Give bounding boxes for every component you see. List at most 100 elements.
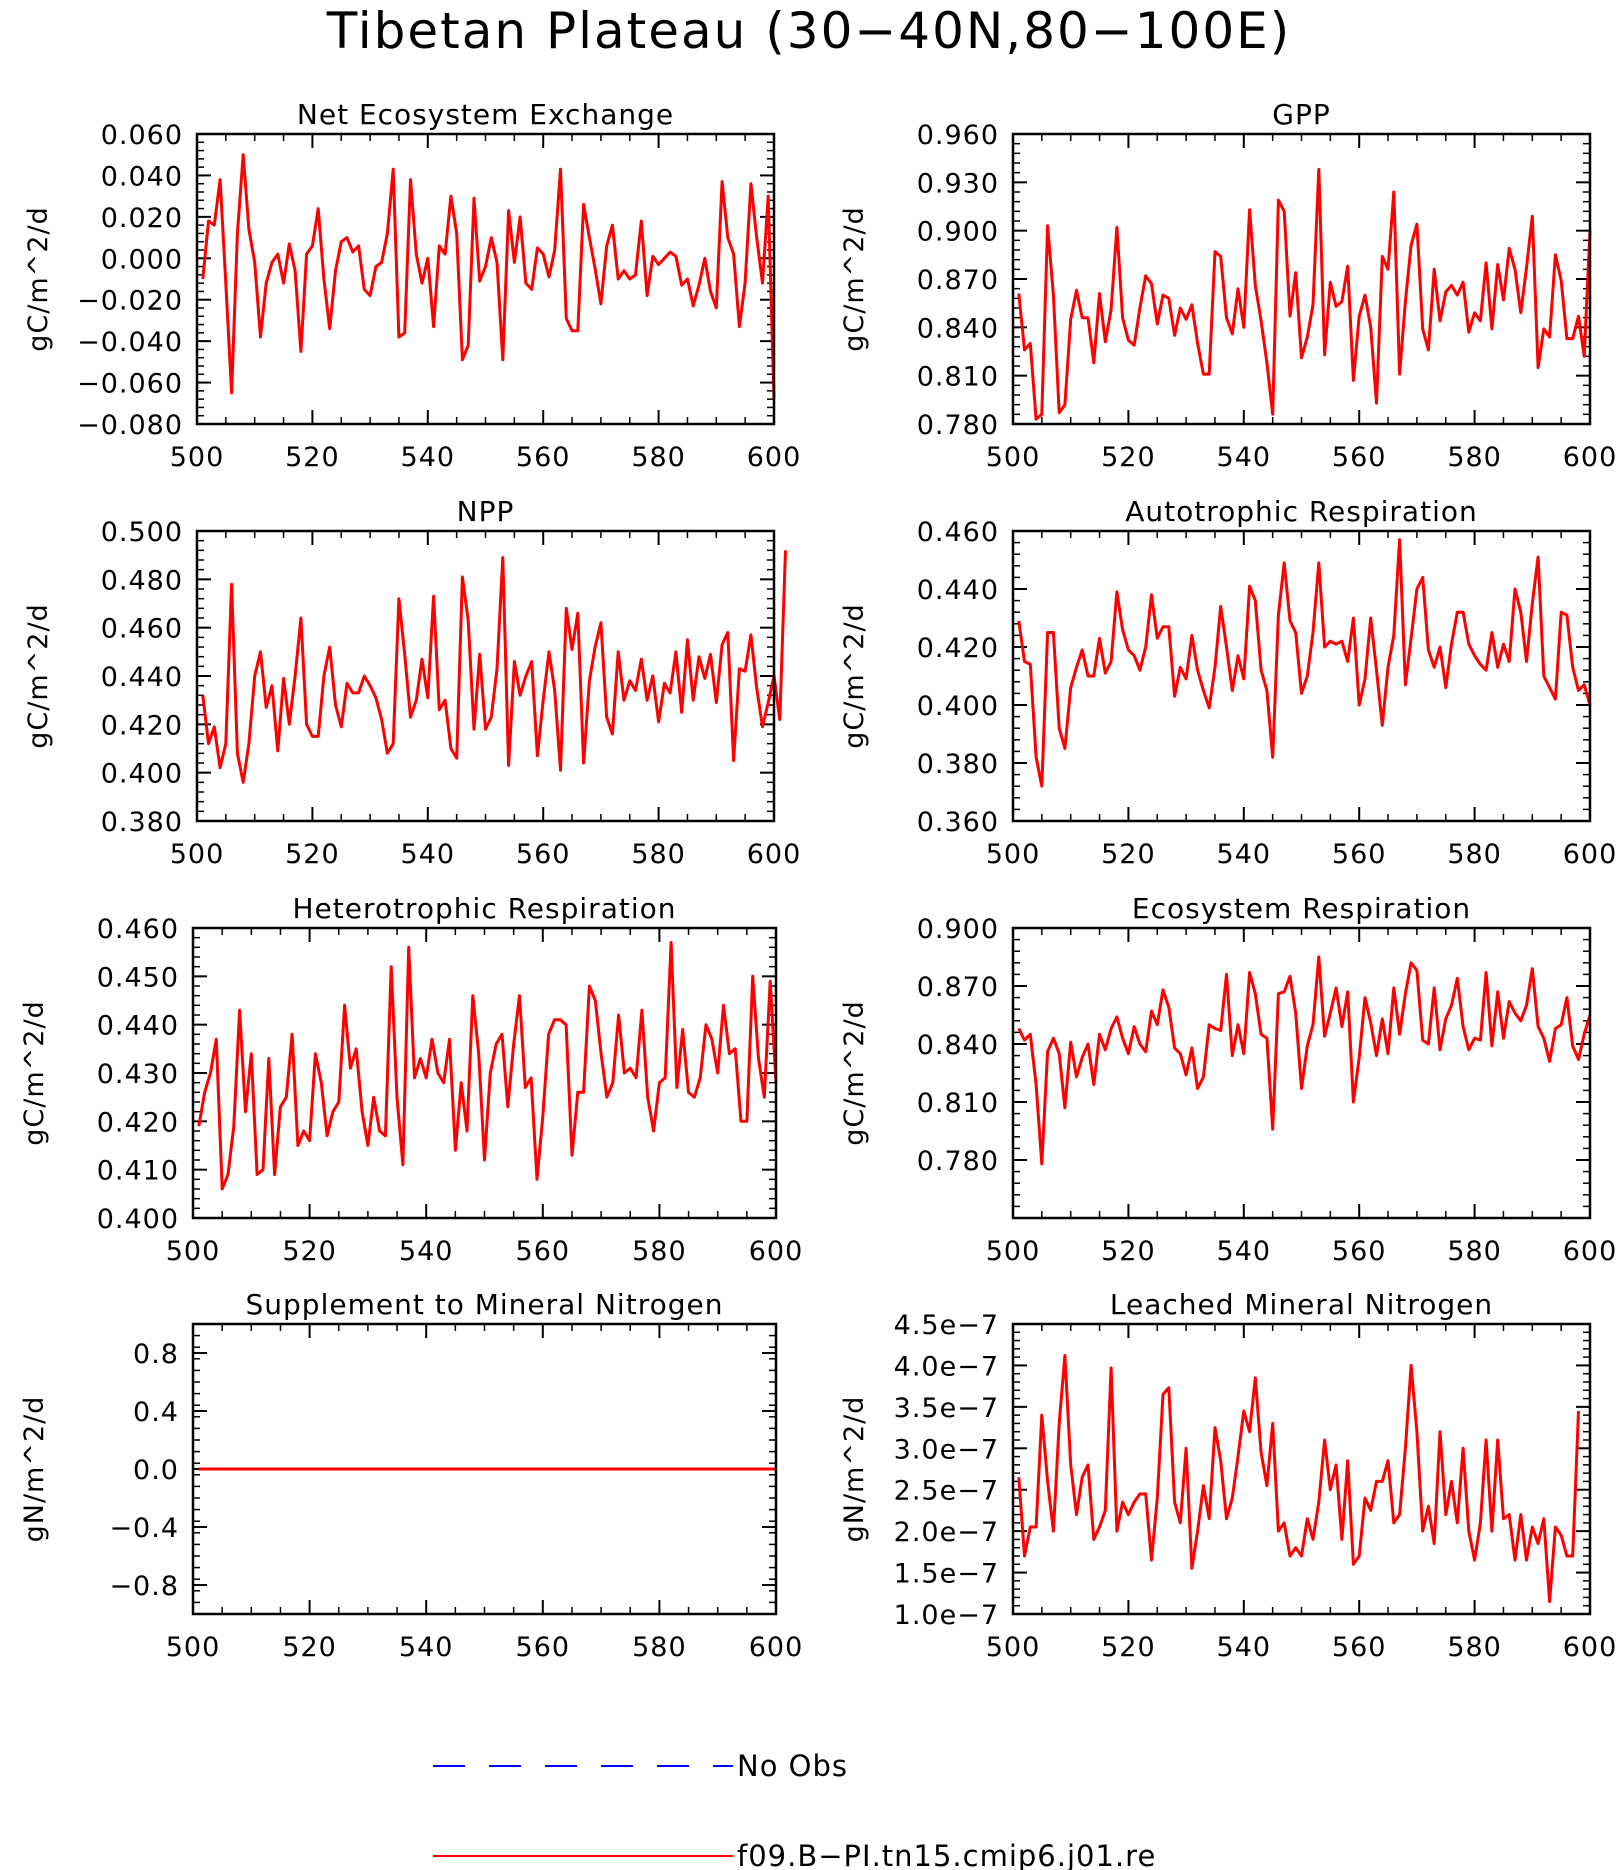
y-tick-label: 0.460 bbox=[917, 517, 999, 548]
y-tick-label: 0.450 bbox=[97, 962, 179, 993]
y-tick-label: 0.020 bbox=[101, 203, 183, 234]
x-tick-label: 600 bbox=[749, 1236, 804, 1267]
y-tick-label: 0.8 bbox=[133, 1339, 179, 1370]
panel-title: NPP bbox=[457, 495, 515, 528]
x-tick-label: 500 bbox=[170, 839, 225, 870]
y-tick-label: −0.060 bbox=[77, 369, 183, 400]
panel-title: Supplement to Mineral Nitrogen bbox=[246, 1288, 724, 1321]
y-tick-label: 4.5e−7 bbox=[894, 1310, 999, 1341]
series-line bbox=[1017, 1354, 1580, 1604]
x-tick-label: 500 bbox=[166, 1632, 221, 1663]
figure-title: Tibetan Plateau (30−40N,80−100E) bbox=[326, 2, 1292, 60]
x-tick-label: 580 bbox=[631, 442, 686, 473]
y-tick-label: 0.810 bbox=[917, 362, 999, 393]
x-tick-label: 520 bbox=[285, 839, 340, 870]
x-tick-label: 560 bbox=[1332, 442, 1387, 473]
x-tick-label: 600 bbox=[749, 1632, 804, 1663]
x-tick-label: 520 bbox=[285, 442, 340, 473]
chart-panel: GPP gC/m^2/d 500 520 540 560 580 600 0.780 0.810 0… bbox=[839, 98, 1616, 473]
x-tick-label: 580 bbox=[1447, 1236, 1502, 1267]
y-tick-label: −0.4 bbox=[109, 1513, 179, 1544]
x-tick-label: 540 bbox=[401, 839, 456, 870]
y-tick-label: 0.400 bbox=[101, 759, 183, 790]
panel-title: Net Ecosystem Exchange bbox=[297, 98, 674, 131]
y-tick-label: 0.420 bbox=[917, 633, 999, 664]
y-axis-label: gN/m^2/d bbox=[19, 1396, 50, 1543]
x-tick-label: 600 bbox=[1563, 839, 1618, 870]
series-line bbox=[201, 153, 776, 400]
y-tick-label: 0.380 bbox=[917, 749, 999, 780]
y-tick-label: 0.900 bbox=[917, 217, 999, 248]
plot-frame bbox=[1011, 926, 1592, 1220]
y-tick-label: 0.000 bbox=[101, 244, 183, 275]
x-tick-label: 520 bbox=[1101, 839, 1156, 870]
series-line bbox=[1017, 538, 1592, 788]
x-tick-label: 600 bbox=[747, 839, 802, 870]
x-tick-label: 540 bbox=[401, 442, 456, 473]
y-tick-label: 0.840 bbox=[917, 1030, 999, 1061]
y-tick-label: 0.400 bbox=[917, 691, 999, 722]
y-tick-label: 0.440 bbox=[97, 1011, 179, 1042]
x-tick-label: 540 bbox=[1217, 1236, 1272, 1267]
panel-title: Autotrophic Respiration bbox=[1125, 495, 1477, 528]
plot-frame bbox=[195, 132, 776, 426]
y-tick-label: 0.360 bbox=[917, 807, 999, 838]
y-tick-label: −0.8 bbox=[109, 1571, 179, 1602]
x-tick-label: 520 bbox=[282, 1632, 337, 1663]
series-line bbox=[197, 941, 778, 1191]
chart-panel: Autotrophic Respiration gC/m^2/d 500 520 540… bbox=[839, 495, 1618, 870]
y-axis-label: gC/m^2/d bbox=[19, 1000, 50, 1145]
x-tick-label: 600 bbox=[1563, 1632, 1618, 1663]
plot-frame bbox=[191, 926, 778, 1220]
y-tick-label: 0.440 bbox=[101, 662, 183, 693]
x-tick-label: 540 bbox=[1217, 442, 1272, 473]
legend: No Obs f09.B−PI.tn15.cmip6.j01.re bbox=[433, 1749, 1156, 1870]
y-tick-label: −0.020 bbox=[77, 286, 183, 317]
y-tick-label: 0.0 bbox=[133, 1455, 179, 1486]
x-tick-label: 560 bbox=[516, 1236, 571, 1267]
x-tick-label: 580 bbox=[1447, 442, 1502, 473]
y-tick-label: 4.0e−7 bbox=[894, 1351, 999, 1382]
x-tick-label: 520 bbox=[1101, 442, 1156, 473]
x-tick-label: 540 bbox=[399, 1236, 454, 1267]
chart-panel: Net Ecosystem Exchange gC/m^2/d 500 520 540 5… bbox=[23, 98, 802, 473]
x-tick-label: 500 bbox=[166, 1236, 221, 1267]
y-tick-label: 0.420 bbox=[101, 710, 183, 741]
series-line bbox=[201, 550, 787, 784]
chart-panel: Heterotrophic Respiration gC/m^2/d 500 520 5… bbox=[19, 892, 804, 1267]
y-tick-label: 0.410 bbox=[97, 1156, 179, 1187]
legend-label: No Obs bbox=[737, 1749, 848, 1783]
plot-frame bbox=[1011, 529, 1592, 823]
x-tick-label: 520 bbox=[1101, 1632, 1156, 1663]
y-tick-label: 0.440 bbox=[917, 575, 999, 606]
y-tick-label: 0.870 bbox=[917, 972, 999, 1003]
y-tick-label: 1.5e−7 bbox=[894, 1559, 999, 1590]
y-tick-label: 0.500 bbox=[101, 517, 183, 548]
x-tick-label: 540 bbox=[1217, 839, 1272, 870]
x-tick-label: 560 bbox=[516, 839, 571, 870]
x-tick-label: 540 bbox=[1217, 1632, 1272, 1663]
y-tick-label: 0.810 bbox=[917, 1088, 999, 1119]
chart-panel: Leached Mineral Nitrogen gN/m^2/d 500 520 54… bbox=[839, 1288, 1618, 1663]
chart-panel: NPP gC/m^2/d 500 520 540 560 580 600 0.380 0.400 0… bbox=[23, 495, 802, 870]
y-tick-label: 0.4 bbox=[133, 1397, 179, 1428]
x-tick-label: 560 bbox=[516, 442, 571, 473]
x-tick-label: 580 bbox=[631, 839, 686, 870]
y-tick-label: 0.040 bbox=[101, 161, 183, 192]
x-tick-label: 520 bbox=[1101, 1236, 1156, 1267]
x-tick-label: 500 bbox=[986, 442, 1041, 473]
y-tick-label: 0.480 bbox=[101, 565, 183, 596]
x-tick-label: 560 bbox=[1332, 839, 1387, 870]
legend-label: f09.B−PI.tn15.cmip6.j01.re bbox=[737, 1839, 1156, 1870]
series-line bbox=[1017, 167, 1592, 421]
x-tick-label: 600 bbox=[747, 442, 802, 473]
y-tick-label: 0.420 bbox=[97, 1107, 179, 1138]
y-axis-label: gN/m^2/d bbox=[839, 1396, 870, 1543]
x-tick-label: 580 bbox=[632, 1632, 687, 1663]
y-axis-label: gC/m^2/d bbox=[23, 603, 54, 748]
y-tick-label: 0.780 bbox=[917, 1146, 999, 1177]
x-tick-label: 600 bbox=[1563, 1236, 1618, 1267]
y-axis-label: gC/m^2/d bbox=[23, 206, 54, 351]
panel-title: Heterotrophic Respiration bbox=[293, 892, 677, 925]
series-line bbox=[1017, 955, 1592, 1166]
